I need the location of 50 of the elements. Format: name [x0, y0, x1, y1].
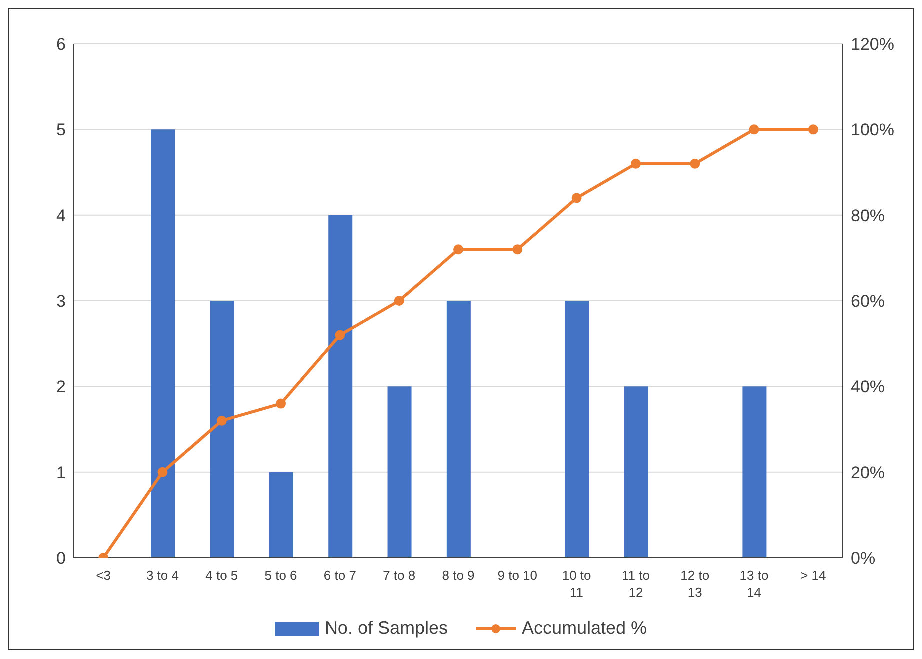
point [216, 416, 227, 426]
bar [446, 301, 471, 558]
y2-tick-label: 100% [851, 120, 894, 140]
point [749, 124, 760, 135]
bar [624, 386, 648, 558]
point [690, 158, 700, 169]
x-tick-label: > 14 [800, 568, 826, 583]
x-tick-label: 6 to 7 [324, 568, 356, 583]
y-tick-label: 4 [56, 206, 66, 226]
x-tick-label: 7 to 8 [383, 568, 416, 583]
point [158, 467, 168, 478]
point [630, 158, 641, 169]
x-tick-label: 8 to 9 [442, 568, 475, 583]
x-tick-label: 13 to 14 [740, 568, 769, 600]
legend-label: Accumulated % [521, 618, 648, 639]
x-tick-label: 12 to 13 [680, 568, 710, 600]
point [512, 244, 523, 255]
x-tick-label: 9 to 10 [498, 568, 538, 583]
point [276, 398, 286, 409]
y2-tick-label: 20% [851, 463, 886, 482]
bar [151, 130, 176, 558]
y-tick-label: 2 [56, 378, 66, 397]
legend-label: No. of Samples [324, 618, 448, 639]
y-tick-label: 0 [56, 549, 66, 568]
y2-tick-label: 120% [851, 35, 894, 54]
x-tick-label: 11 to 12 [622, 568, 650, 600]
x-tick-label: <3 [96, 568, 111, 583]
y-tick-label: 3 [56, 292, 66, 312]
bar [269, 472, 294, 558]
y2-tick-label: 0% [851, 549, 876, 568]
y-tick-label: 5 [56, 120, 66, 140]
y2-tick-label: 80% [851, 206, 886, 226]
point [454, 244, 464, 255]
bar [565, 301, 590, 558]
point [335, 330, 346, 340]
y2-tick-label: 60% [851, 292, 886, 312]
y2-tick-label: 40% [851, 378, 886, 397]
x-tick-label: 4 to 5 [206, 568, 238, 583]
x-tick-label: 10 to 11 [562, 568, 592, 600]
bar [210, 301, 234, 558]
point [808, 124, 818, 135]
point [394, 296, 404, 306]
bar [742, 386, 767, 558]
bar [388, 386, 412, 558]
y-tick-label: 1 [56, 463, 66, 482]
point [572, 193, 582, 204]
y-tick-label: 6 [56, 35, 66, 54]
x-tick-label: 3 to 4 [146, 568, 179, 583]
x-tick-label: 5 to 6 [264, 568, 298, 583]
bar [328, 215, 353, 558]
